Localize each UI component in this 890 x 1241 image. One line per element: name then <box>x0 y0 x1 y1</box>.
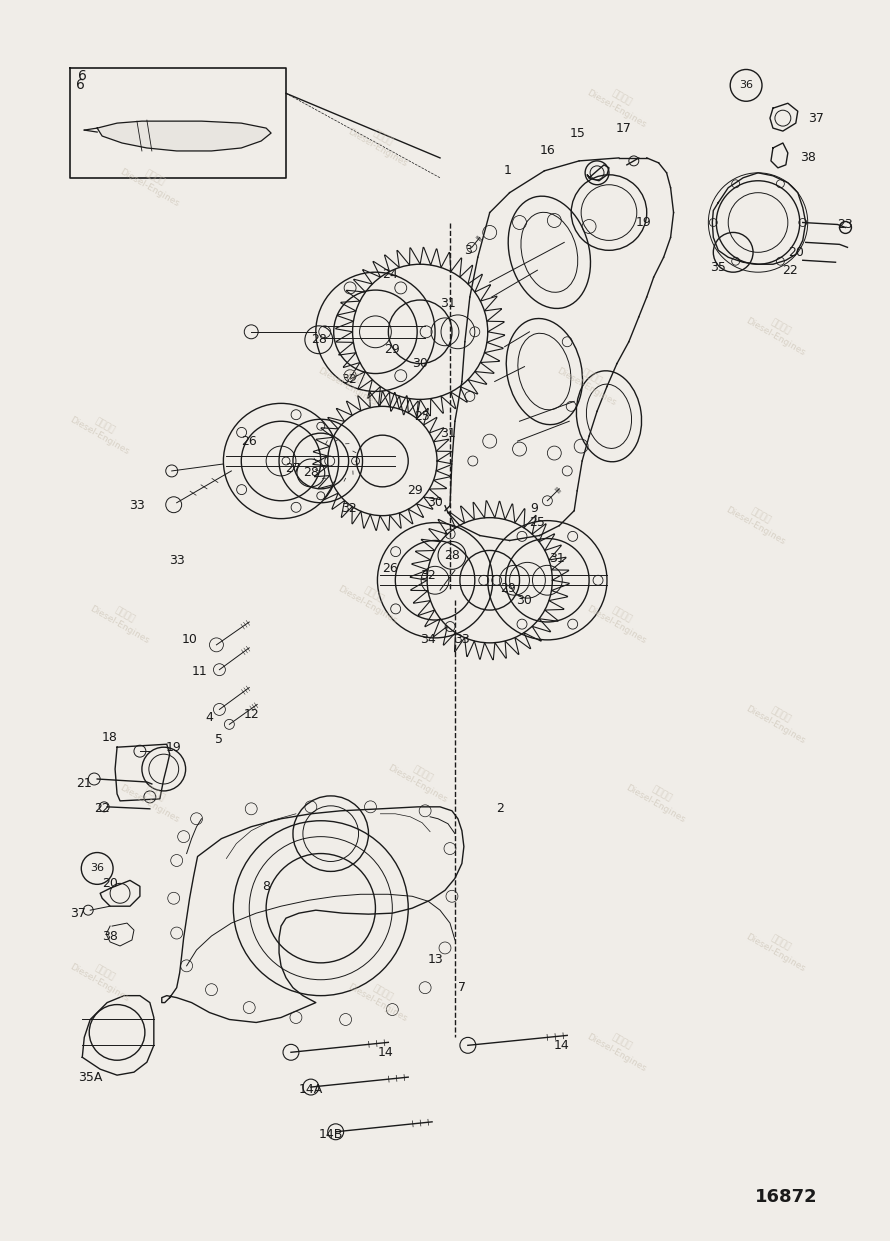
Text: 6: 6 <box>76 78 85 92</box>
Text: 38: 38 <box>102 930 118 942</box>
Text: 7: 7 <box>457 982 465 994</box>
Text: 紫发动力
Diesel-Engines: 紫发动力 Diesel-Engines <box>88 594 157 645</box>
Text: 10: 10 <box>182 633 198 647</box>
Text: 紫发动力
Diesel-Engines: 紫发动力 Diesel-Engines <box>117 158 186 208</box>
Text: 20: 20 <box>102 877 118 890</box>
Text: 11: 11 <box>191 665 207 678</box>
Text: 紫发动力
Diesel-Engines: 紫发动力 Diesel-Engines <box>744 922 812 974</box>
Text: 32: 32 <box>341 374 357 386</box>
Polygon shape <box>97 122 271 151</box>
Text: 19: 19 <box>635 216 651 230</box>
Text: 33: 33 <box>129 499 145 513</box>
Text: 36: 36 <box>739 81 753 91</box>
Text: 紫发动力
Diesel-Engines: 紫发动力 Diesel-Engines <box>585 594 653 645</box>
Text: 29: 29 <box>408 484 423 498</box>
Text: 38: 38 <box>800 151 815 164</box>
Text: 14: 14 <box>377 1046 393 1059</box>
Text: 紫发动力
Diesel-Engines: 紫发动力 Diesel-Engines <box>554 356 623 407</box>
Text: 紫发动力
Diesel-Engines: 紫发动力 Diesel-Engines <box>68 952 136 1004</box>
Text: 35A: 35A <box>78 1071 102 1083</box>
Text: 28: 28 <box>303 467 319 479</box>
Text: 2: 2 <box>496 803 504 815</box>
Text: 32: 32 <box>341 503 357 515</box>
Text: 紫发动力
Diesel-Engines: 紫发动力 Diesel-Engines <box>68 406 136 457</box>
Text: 9: 9 <box>530 503 538 515</box>
Text: 34: 34 <box>420 633 436 647</box>
Text: 紫发动力
Diesel-Engines: 紫发动力 Diesel-Engines <box>346 972 415 1024</box>
Text: 30: 30 <box>427 496 443 509</box>
Text: 25: 25 <box>414 410 430 423</box>
Text: 33: 33 <box>169 553 184 567</box>
Text: 24: 24 <box>383 268 398 280</box>
Text: 紫发动力
Diesel-Engines: 紫发动力 Diesel-Engines <box>386 753 455 804</box>
Text: 25: 25 <box>530 516 546 529</box>
Text: 紫发动力
Diesel-Engines: 紫发动力 Diesel-Engines <box>585 1021 653 1073</box>
Text: 29: 29 <box>499 582 515 594</box>
Text: 紫发动力
Diesel-Engines: 紫发动力 Diesel-Engines <box>585 77 653 129</box>
Text: 22: 22 <box>94 803 110 815</box>
Text: 14A: 14A <box>299 1082 323 1096</box>
Text: 紫发动力
Diesel-Engines: 紫发动力 Diesel-Engines <box>336 575 405 625</box>
Text: 30: 30 <box>516 593 532 607</box>
Text: 8: 8 <box>263 880 271 892</box>
Text: 22: 22 <box>782 263 797 277</box>
Text: 14: 14 <box>554 1039 569 1052</box>
Text: 37: 37 <box>808 112 823 124</box>
Text: 17: 17 <box>616 122 632 134</box>
Text: 14B: 14B <box>319 1128 343 1142</box>
Text: 16: 16 <box>539 144 555 158</box>
Text: 33: 33 <box>454 633 470 647</box>
Text: 紫发动力
Diesel-Engines: 紫发动力 Diesel-Engines <box>346 117 415 169</box>
Text: 23: 23 <box>837 218 854 231</box>
Text: 1: 1 <box>504 164 512 177</box>
Text: 36: 36 <box>90 864 104 874</box>
Text: 13: 13 <box>427 953 443 967</box>
Text: 紫发动力
Diesel-Engines: 紫发动力 Diesel-Engines <box>117 773 186 824</box>
Text: 紫发动力
Diesel-Engines: 紫发动力 Diesel-Engines <box>625 773 693 824</box>
Text: 28: 28 <box>311 334 327 346</box>
Text: 35: 35 <box>710 261 726 274</box>
Text: 31: 31 <box>549 552 565 565</box>
Text: 32: 32 <box>420 568 436 582</box>
Text: 37: 37 <box>70 907 86 920</box>
Text: 16872: 16872 <box>755 1189 818 1206</box>
Text: 12: 12 <box>243 707 259 721</box>
Text: 4: 4 <box>206 711 214 724</box>
Text: 27: 27 <box>285 463 301 475</box>
Text: 31: 31 <box>441 427 456 439</box>
Text: 21: 21 <box>77 777 93 791</box>
Text: 紫发动力
Diesel-Engines: 紫发动力 Diesel-Engines <box>744 694 812 745</box>
Text: 20: 20 <box>788 246 804 259</box>
Text: 26: 26 <box>383 562 398 575</box>
Text: 29: 29 <box>384 344 401 356</box>
Text: 26: 26 <box>241 434 257 448</box>
Text: 31: 31 <box>441 298 456 310</box>
Text: 15: 15 <box>570 127 585 139</box>
Text: 紫发动力
Diesel-Engines: 紫发动力 Diesel-Engines <box>316 356 384 407</box>
Text: 28: 28 <box>444 549 460 562</box>
Text: 6: 6 <box>78 69 87 83</box>
Text: 30: 30 <box>412 357 428 370</box>
Text: 18: 18 <box>102 731 118 743</box>
Text: 紫发动力
Diesel-Engines: 紫发动力 Diesel-Engines <box>744 307 812 357</box>
Text: 3: 3 <box>464 243 472 257</box>
Text: 19: 19 <box>166 741 182 753</box>
Text: 紫发动力
Diesel-Engines: 紫发动力 Diesel-Engines <box>724 495 792 546</box>
Text: 5: 5 <box>215 732 223 746</box>
